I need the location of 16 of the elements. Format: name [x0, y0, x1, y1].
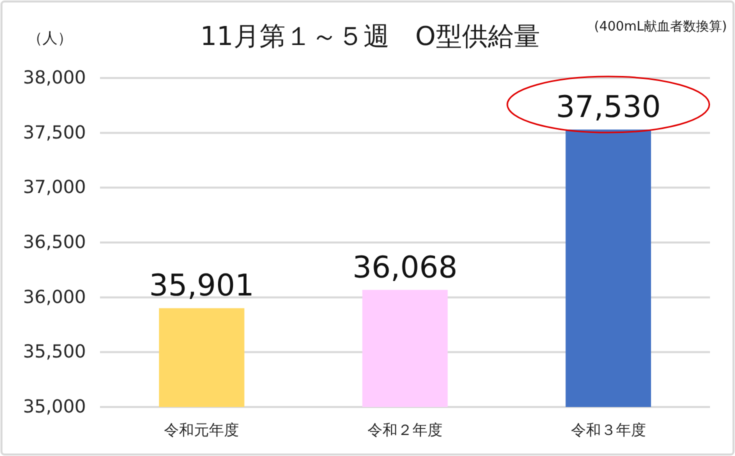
- xtick-label: 令和元年度: [164, 421, 240, 439]
- ytick-label: 37,500: [23, 122, 86, 144]
- xtick-label: 令和２年度: [368, 421, 442, 439]
- title: 11月第１～５週 O型供給量: [200, 22, 540, 52]
- ytick-label: 35,500: [23, 342, 86, 363]
- xtick-label: 令和３年度: [570, 421, 646, 439]
- data-label: 36,068: [352, 250, 458, 286]
- data-label: 35,901: [149, 268, 254, 304]
- subtitle: (400mL献血者数換算): [594, 20, 727, 34]
- ytick-label: 36,500: [23, 232, 86, 253]
- ytick-label: 36,000: [23, 286, 86, 308]
- data-label: 37,530: [556, 90, 661, 126]
- ytick-label: 37,000: [23, 177, 86, 198]
- ytick-label: 35,000: [23, 396, 86, 418]
- ylabel: （人）: [28, 29, 72, 47]
- ytick-label: 38,000: [23, 68, 86, 88]
